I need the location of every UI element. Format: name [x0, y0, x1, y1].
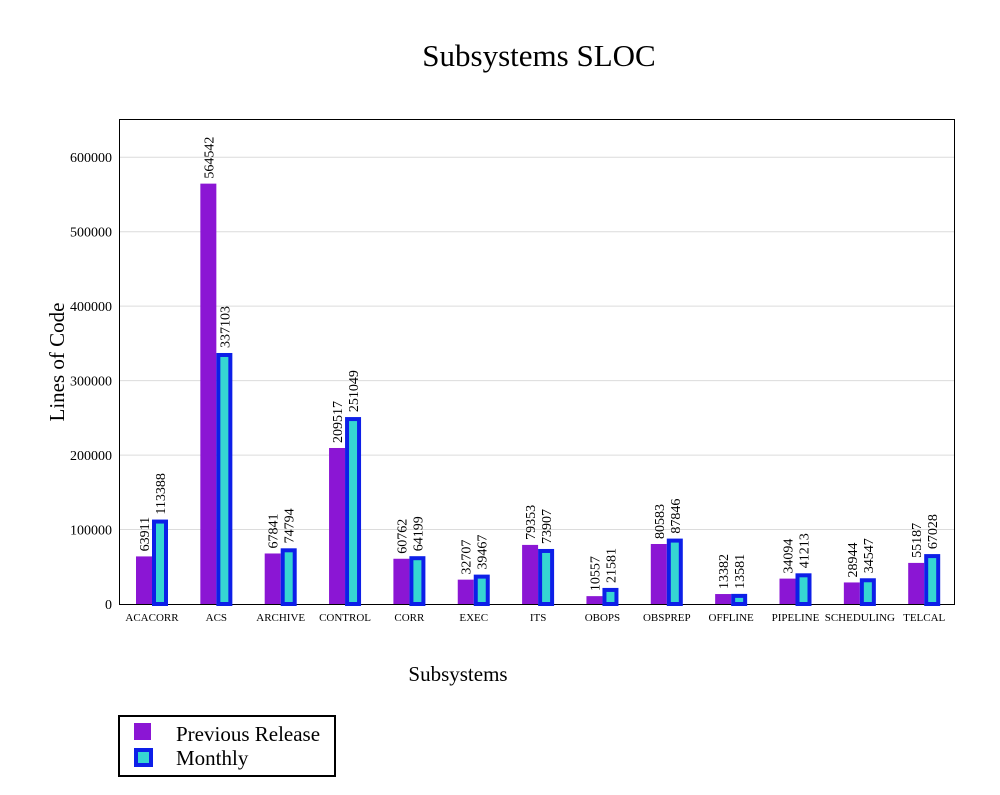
bar-previous-release	[650, 543, 667, 604]
data-label: 60762	[395, 519, 410, 554]
y-tick-label: 400000	[70, 300, 112, 315]
bar-monthly	[409, 556, 426, 606]
y-tick-label: 500000	[70, 226, 112, 241]
bar-previous-release	[586, 596, 603, 604]
bar-previous-release	[779, 578, 796, 604]
bar-monthly	[666, 538, 683, 606]
data-label: 80583	[653, 504, 668, 539]
x-tick-label: OBOPS	[585, 612, 620, 624]
legend-label-monthly: Monthly	[176, 746, 249, 770]
bar-previous-release	[393, 558, 410, 604]
data-label: 28944	[846, 542, 861, 577]
bar-previous-release	[200, 183, 217, 604]
x-tick-label: CORR	[394, 612, 425, 624]
bar-monthly	[602, 587, 619, 607]
data-label: 73907	[540, 509, 555, 544]
plot-area-border	[119, 119, 955, 605]
bar-monthly	[924, 554, 941, 606]
data-label: 13581	[733, 554, 748, 589]
data-label: 337103	[218, 306, 233, 348]
bar-monthly	[731, 593, 748, 607]
data-label: 74794	[283, 508, 298, 543]
gridlines	[120, 156, 954, 531]
data-label: 39467	[476, 535, 491, 570]
x-tick-label: PIPELINE	[772, 612, 820, 624]
data-label: 55187	[910, 523, 925, 558]
data-label: 10557	[588, 556, 603, 591]
x-tick-label: OBSPREP	[643, 612, 691, 624]
y-tick-label: 600000	[70, 151, 112, 166]
x-axis-ticks: ACACORR ACS ARCHIVE CONTROL CORR EXEC ITS OBOPS…	[125, 612, 945, 624]
data-label: 63911	[138, 517, 153, 551]
bar-monthly	[795, 573, 812, 607]
data-label: 32707	[460, 540, 475, 575]
legend-label-previous-release: Previous Release	[176, 722, 320, 746]
y-tick-label: 100000	[70, 524, 112, 539]
bar-previous-release	[843, 582, 860, 604]
bar-previous-release	[522, 544, 539, 604]
x-tick-label: OFFLINE	[709, 612, 755, 624]
x-tick-label: TELCAL	[903, 612, 945, 624]
legend-swatch-previous-release	[134, 723, 151, 740]
y-tick-label: 300000	[70, 375, 112, 390]
bar-previous-release	[715, 594, 732, 604]
data-label: 34094	[782, 539, 797, 574]
bar-monthly	[859, 578, 876, 606]
data-label: 113388	[154, 473, 169, 514]
bar-monthly	[473, 574, 490, 606]
x-tick-label: SCHEDULING	[825, 612, 895, 624]
x-axis-title: Subsystems	[408, 662, 507, 686]
data-label: 67841	[267, 513, 282, 548]
y-axis-title: Lines of Code	[45, 303, 69, 422]
bar-monthly	[538, 548, 555, 606]
data-label: 209517	[331, 401, 346, 443]
data-label: 34547	[862, 538, 877, 573]
data-label: 87846	[669, 499, 684, 534]
bar-monthly	[152, 519, 168, 607]
data-label: 67028	[926, 514, 941, 549]
bar-previous-release	[457, 579, 474, 604]
data-label: 21581	[604, 548, 619, 583]
data-label: 13382	[717, 554, 732, 589]
x-tick-label: ITS	[530, 612, 547, 624]
bar-previous-release	[908, 562, 925, 604]
bar-previous-release	[329, 447, 346, 604]
chart-title: Subsystems SLOC	[422, 38, 655, 73]
data-label: 64199	[411, 516, 426, 551]
data-label: 251049	[347, 370, 362, 412]
x-tick-label: EXEC	[459, 612, 488, 624]
bar-monthly	[280, 548, 297, 607]
bar-monthly	[216, 352, 233, 606]
bar-previous-release	[264, 553, 281, 604]
data-label: 79353	[524, 505, 539, 540]
legend-swatch-monthly	[134, 748, 153, 767]
y-tick-label: 200000	[70, 449, 112, 464]
x-tick-label: ARCHIVE	[256, 612, 305, 624]
data-label: 41213	[798, 533, 813, 568]
bar-previous-release	[136, 556, 152, 604]
x-tick-label: ACACORR	[125, 612, 179, 624]
data-label: 564542	[202, 137, 217, 179]
bar-monthly	[345, 417, 362, 607]
legend-box	[118, 715, 336, 777]
y-axis-ticks: 0 100000 200000 300000 400000 500000 600000	[70, 151, 112, 613]
y-tick-label: 0	[105, 598, 112, 613]
x-tick-label: CONTROL	[319, 612, 371, 624]
legend: Previous Release Monthly	[118, 715, 336, 777]
x-tick-label: ACS	[206, 612, 227, 624]
